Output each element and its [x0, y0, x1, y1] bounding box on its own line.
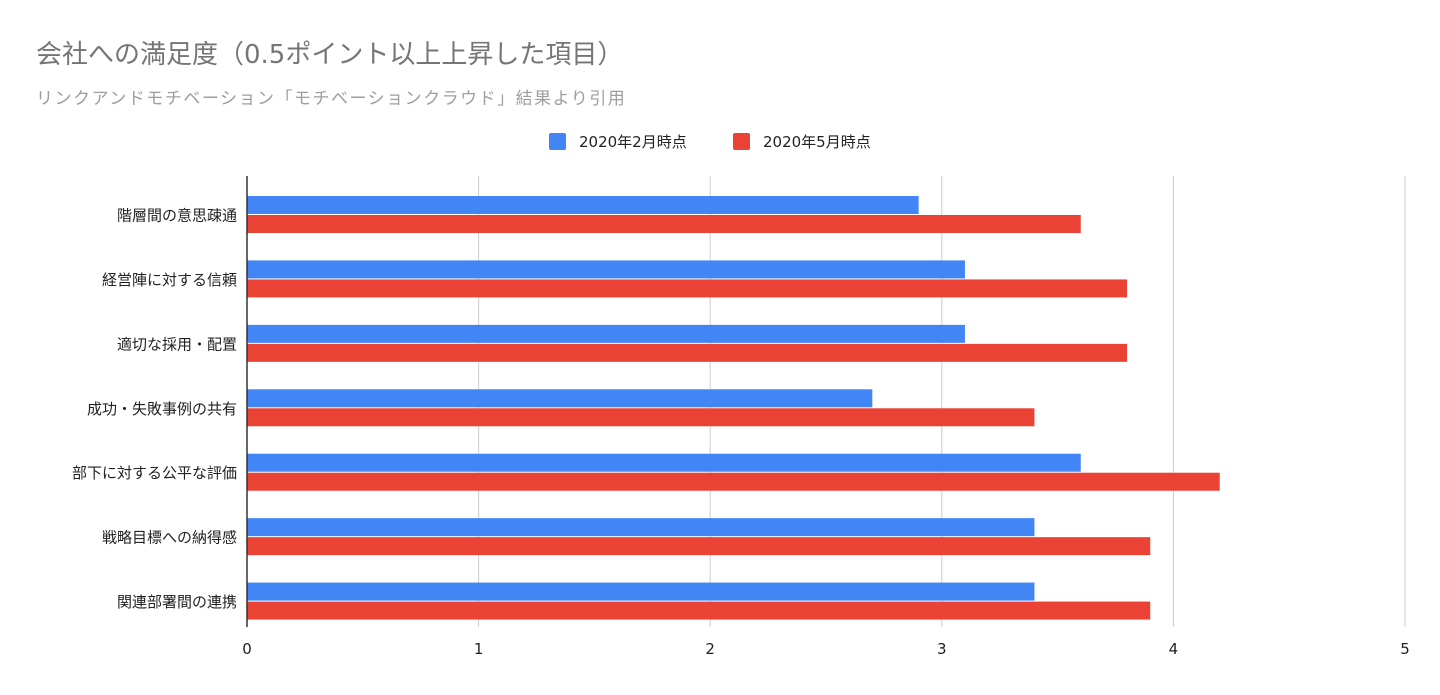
bars — [247, 196, 1220, 620]
chart-subtitle: リンクアンドモチベーション「モチベーションクラウド」結果より引用 — [36, 89, 627, 109]
bar-feb — [247, 324, 965, 343]
bar-feb — [247, 518, 1035, 537]
bar-may — [247, 472, 1220, 491]
legend-swatch — [733, 133, 750, 150]
x-tick-label: 5 — [1400, 640, 1410, 658]
category-label: 部下に対する公平な評価 — [72, 464, 237, 482]
legend-label: 2020年5月時点 — [763, 133, 871, 151]
category-label: 成功・失敗事例の共有 — [87, 400, 237, 418]
x-tick-label: 2 — [705, 640, 715, 658]
bar-may — [247, 408, 1035, 427]
chart-title: 会社への満足度（0.5ポイント以上上昇した項目） — [36, 40, 624, 70]
bar-feb — [247, 582, 1035, 601]
bar-may — [247, 279, 1128, 298]
tick-labels: 0 1 2 3 4 5 — [242, 640, 1410, 658]
category-labels: 階層間の意思疎通経営陣に対する信頼適切な採用・配置成功・失敗事例の共有部下に対す… — [72, 207, 237, 612]
x-tick-label: 3 — [937, 640, 947, 658]
bar-feb — [247, 389, 873, 408]
category-label: 階層間の意思疎通 — [117, 207, 237, 225]
bar-may — [247, 215, 1081, 233]
legend-swatch — [549, 133, 566, 150]
x-tick-label: 4 — [1169, 640, 1179, 658]
bar-feb — [247, 196, 919, 214]
category-label: 戦略目標への納得感 — [102, 529, 237, 547]
x-tick-label: 0 — [242, 640, 252, 658]
bar-feb — [247, 260, 965, 279]
legend-label: 2020年2月時点 — [579, 133, 687, 151]
bar-may — [247, 537, 1151, 556]
legend: 2020年2月時点 2020年5月時点 — [549, 133, 871, 151]
bar-may — [247, 601, 1151, 620]
category-label: 経営陣に対する信頼 — [102, 271, 237, 289]
bar-feb — [247, 453, 1081, 472]
x-tick-label: 1 — [474, 640, 484, 658]
bar-may — [247, 343, 1128, 362]
category-label: 関連部署間の連携 — [117, 593, 237, 611]
category-label: 適切な採用・配置 — [117, 335, 237, 353]
